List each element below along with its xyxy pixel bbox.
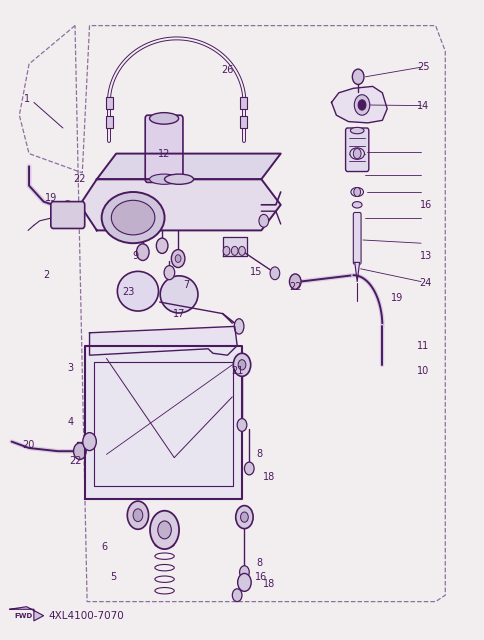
Text: 2: 2 <box>43 270 49 280</box>
Ellipse shape <box>351 188 363 196</box>
Text: 9: 9 <box>133 251 138 261</box>
Ellipse shape <box>350 127 364 134</box>
Circle shape <box>233 353 251 376</box>
Text: 26: 26 <box>221 65 234 76</box>
Text: 17: 17 <box>173 308 185 319</box>
Polygon shape <box>90 326 237 355</box>
Circle shape <box>240 566 249 579</box>
Text: 13: 13 <box>420 251 432 261</box>
Circle shape <box>74 443 86 460</box>
Circle shape <box>127 501 149 529</box>
FancyBboxPatch shape <box>346 128 369 172</box>
Text: 3: 3 <box>67 363 73 373</box>
Circle shape <box>289 274 301 289</box>
Circle shape <box>353 148 361 159</box>
Polygon shape <box>80 179 281 230</box>
Circle shape <box>150 511 179 549</box>
Circle shape <box>136 244 149 260</box>
Bar <box>240 116 247 128</box>
Text: 22: 22 <box>69 456 81 466</box>
Text: 10: 10 <box>417 366 430 376</box>
Ellipse shape <box>350 148 364 159</box>
Text: 11: 11 <box>417 340 430 351</box>
Text: 18: 18 <box>262 472 275 482</box>
Ellipse shape <box>118 271 159 311</box>
Polygon shape <box>85 346 242 499</box>
Circle shape <box>231 246 238 255</box>
Circle shape <box>236 506 253 529</box>
Polygon shape <box>97 154 281 179</box>
Text: 24: 24 <box>420 278 432 288</box>
Text: 25: 25 <box>417 62 430 72</box>
Circle shape <box>237 419 247 431</box>
Text: 7: 7 <box>183 280 189 290</box>
Text: 8: 8 <box>256 558 262 568</box>
Circle shape <box>83 433 96 451</box>
Text: 4: 4 <box>67 417 73 428</box>
Circle shape <box>354 188 361 196</box>
Text: 16: 16 <box>420 200 432 210</box>
Circle shape <box>244 462 254 475</box>
Ellipse shape <box>150 174 179 184</box>
Circle shape <box>239 246 245 255</box>
Circle shape <box>133 509 143 522</box>
Text: 8: 8 <box>256 449 262 460</box>
Text: 23: 23 <box>122 287 135 298</box>
Text: 14: 14 <box>417 100 430 111</box>
Circle shape <box>232 589 242 602</box>
Bar <box>106 97 113 109</box>
Text: 22: 22 <box>289 282 302 292</box>
Polygon shape <box>355 262 360 282</box>
Circle shape <box>156 238 168 253</box>
Circle shape <box>61 201 75 219</box>
Circle shape <box>238 360 246 370</box>
Circle shape <box>358 100 366 110</box>
Circle shape <box>175 255 181 262</box>
Ellipse shape <box>111 200 155 235</box>
Text: 19: 19 <box>391 292 403 303</box>
FancyBboxPatch shape <box>51 202 85 228</box>
Polygon shape <box>332 86 387 123</box>
Text: 15: 15 <box>250 267 263 277</box>
Circle shape <box>164 266 175 280</box>
Text: 19: 19 <box>45 193 57 204</box>
FancyBboxPatch shape <box>353 212 361 264</box>
FancyBboxPatch shape <box>145 115 183 182</box>
Text: 6: 6 <box>101 542 107 552</box>
Circle shape <box>270 267 280 280</box>
Ellipse shape <box>352 202 362 208</box>
Text: 4XL4100-7070: 4XL4100-7070 <box>48 611 124 621</box>
Text: 16: 16 <box>255 572 268 582</box>
Circle shape <box>223 246 230 255</box>
Text: 22: 22 <box>74 174 86 184</box>
Text: 5: 5 <box>111 572 117 582</box>
Text: 12: 12 <box>158 148 171 159</box>
Circle shape <box>352 69 364 84</box>
Circle shape <box>171 250 185 268</box>
Circle shape <box>259 214 269 227</box>
Circle shape <box>241 512 248 522</box>
Bar <box>240 97 247 109</box>
Ellipse shape <box>102 192 165 243</box>
Ellipse shape <box>165 174 194 184</box>
Text: FWD: FWD <box>14 612 32 619</box>
Bar <box>106 116 113 128</box>
Ellipse shape <box>234 319 244 334</box>
Polygon shape <box>223 237 247 256</box>
Circle shape <box>238 573 251 591</box>
Polygon shape <box>10 607 44 621</box>
Ellipse shape <box>160 276 198 313</box>
Text: 20: 20 <box>22 440 34 450</box>
Text: 1: 1 <box>24 94 30 104</box>
Circle shape <box>354 95 370 115</box>
Circle shape <box>158 521 171 539</box>
Text: 18: 18 <box>262 579 275 589</box>
Ellipse shape <box>150 113 179 124</box>
Text: 21: 21 <box>231 366 243 376</box>
